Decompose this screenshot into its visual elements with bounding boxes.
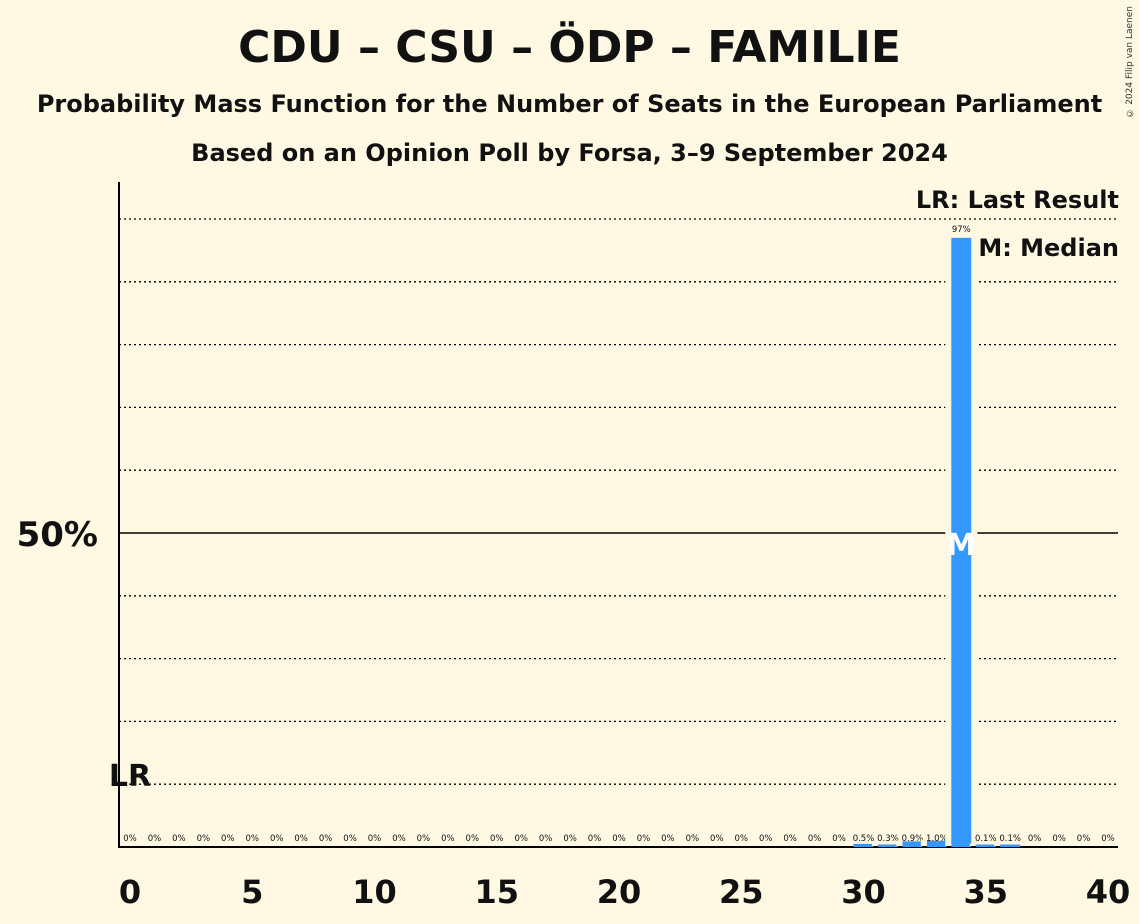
x-tick-label: 0 (119, 873, 141, 911)
bar-value-label: 0.1% (975, 834, 997, 844)
bar-value-label: 0% (563, 834, 577, 844)
chart-source-line: Based on an Opinion Poll by Forsa, 3–9 S… (191, 139, 948, 167)
bar-value-label: 0% (172, 834, 186, 844)
chart-subtitle: Probability Mass Function for the Number… (36, 90, 1103, 118)
bar (975, 844, 996, 847)
bar-value-label: 0% (392, 834, 406, 844)
bar-value-label: 0% (686, 834, 700, 844)
bar-value-label: 0% (148, 834, 162, 844)
bar-value-label: 0% (514, 834, 528, 844)
bar-value-label: 0.1% (999, 834, 1021, 844)
bar-value-label: 0% (783, 834, 797, 844)
bar-value-label: 0% (637, 834, 651, 844)
bar-value-label: 0% (539, 834, 553, 844)
bar-value-label: 0% (490, 834, 504, 844)
bar-value-label: 0% (1028, 834, 1042, 844)
bar-value-label: 0% (808, 834, 822, 844)
bar (926, 840, 947, 847)
bar-value-label: 0% (294, 834, 308, 844)
x-tick-label: 10 (352, 873, 397, 911)
bar-value-label: 0% (1052, 834, 1066, 844)
bar-value-label: 0% (123, 834, 137, 844)
bar-value-label: 0% (368, 834, 382, 844)
bar-value-label: 1.0% (926, 834, 948, 844)
x-tick-label: 35 (963, 873, 1008, 911)
y-tick-label: 50% (17, 515, 98, 555)
last-result-marker: LR (109, 759, 151, 794)
x-tick-label: 15 (474, 873, 519, 911)
legend-median: M: Median (978, 234, 1119, 262)
bar-value-label: 97% (952, 225, 971, 235)
bar-value-label: 0% (1077, 834, 1091, 844)
bar-value-label: 0% (246, 834, 260, 844)
x-tick-label: 30 (841, 873, 886, 911)
x-tick-label: 40 (1086, 873, 1131, 911)
chart-title: CDU – CSU – ÖDP – FAMILIE (238, 22, 901, 73)
bar-value-label: 0% (612, 834, 626, 844)
median-marker: M (946, 528, 976, 563)
bar (1000, 844, 1021, 847)
bar-value-label: 0% (832, 834, 846, 844)
x-tick-label: 20 (597, 873, 642, 911)
bar-value-label: 0% (197, 834, 211, 844)
bar-value-label: 0% (441, 834, 455, 844)
bar-value-label: 0% (759, 834, 773, 844)
x-tick-label: 5 (241, 873, 263, 911)
bar-value-label: 0.5% (853, 834, 875, 844)
legend-last-result: LR: Last Result (915, 186, 1119, 214)
bar-value-label: 0.9% (902, 834, 924, 844)
bar (951, 237, 972, 848)
bar-value-label: 0% (735, 834, 749, 844)
bar-value-label: 0.3% (877, 834, 899, 844)
x-tick-label: 25 (719, 873, 764, 911)
bar-value-label: 0% (270, 834, 284, 844)
bar-value-label: 0% (417, 834, 431, 844)
bar-value-label: 0% (710, 834, 724, 844)
bar (853, 843, 874, 847)
bar (877, 844, 898, 847)
bar (902, 841, 923, 847)
bar-value-label: 0% (1101, 834, 1115, 844)
bar-value-label: 0% (588, 834, 602, 844)
bar-value-label: 0% (466, 834, 480, 844)
bar-value-label: 0% (661, 834, 675, 844)
bar-value-label: 0% (319, 834, 333, 844)
bar-value-label: 0% (221, 834, 235, 844)
bar-value-label: 0% (343, 834, 357, 844)
